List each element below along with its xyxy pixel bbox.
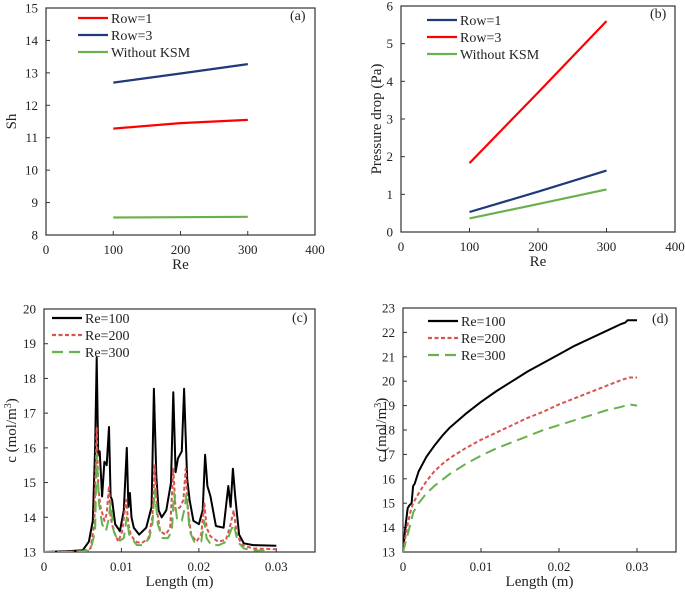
y-tick-label: 20 [382,374,395,389]
y-tick-label: 12 [25,98,38,113]
y-tick-label: 18 [23,371,36,386]
series-line-re-300 [403,403,638,552]
y-tick-label: 9 [32,195,39,210]
series-line-row-3 [113,63,248,84]
legend-label: Re=200 [85,329,129,344]
legend-label: Re=100 [461,315,505,330]
x-tick-label: 400 [665,239,685,254]
panel-label: (c) [292,311,308,326]
x-axis-title: Re [530,254,547,270]
y-tick-label: 13 [382,545,395,560]
panel-a: 8 9 10 11 12 13 14 15 0 100 200 300 400 Re Sh (a) Row=1 R… [4,1,325,274]
y-tick-label: 0 [387,225,394,240]
y-tick-label: 3 [387,112,394,127]
y-tick-label: 15 [23,475,36,490]
x-axis-title: Length (m) [506,574,574,590]
y-tick-label: 4 [387,74,394,89]
x-tick-label: 0.01 [470,559,493,574]
y-axis-title: Pressure drop (Pa) [369,64,385,175]
x-tick-label: 0.03 [626,559,649,574]
y-tick-label: 11 [25,130,38,145]
legend-label: Row=1 [111,12,152,27]
legend-label: Re=300 [85,346,129,361]
x-tick-label: 200 [528,239,548,254]
panel-c: 13 14 15 16 17 18 19 20 0 0.01 0.02 0.03 Length (m) c… [3,302,316,590]
x-tick-label: 100 [460,239,480,254]
legend-label: Without KSM [111,46,191,61]
series-line-without-ksm [469,188,607,220]
y-tick-label: 14 [382,520,396,535]
y-axis-title: Sh [4,113,20,129]
y-tick-label: 13 [23,545,36,560]
y-tick-label: 14 [23,510,37,525]
x-tick-label: 400 [305,242,325,257]
x-axis-title: Length (m) [146,574,214,590]
legend-label: Without KSM [460,48,540,63]
y-tick-label: 16 [382,471,396,486]
x-tick-label: 0 [398,239,405,254]
legend-label: Re=200 [461,332,505,347]
legend-label: Row=3 [111,29,152,44]
series-line-re-200 [403,376,637,552]
series-line-without-ksm [113,215,248,219]
x-tick-label: 0.03 [265,559,288,574]
y-tick-label: 13 [25,65,38,80]
plot-frame [43,308,316,553]
y-tick-label: 20 [23,302,36,317]
series-line-re-100 [44,356,277,552]
x-tick-label: 0 [41,559,48,574]
x-tick-label: 0.02 [548,559,571,574]
y-tick-label: 16 [23,440,37,455]
y-tick-label: 5 [387,36,394,51]
y-tick-label: 8 [32,228,39,243]
x-axis-title: Re [172,257,189,273]
series-line-re-200 [44,426,277,552]
y-axis-title: c (mol/m3) [3,398,20,463]
legend-label: Row=3 [460,31,501,46]
x-tick-label: 0.02 [187,559,210,574]
y-tick-label: 1 [387,187,394,202]
y-tick-label: 15 [25,1,38,16]
plot-frame [402,307,677,553]
y-tick-label: 15 [382,496,395,511]
panel-d: 13 14 15 16 17 18 19 20 21 22 23 0 0.01 0.02 0.03 Lengt… [373,301,677,590]
y-tick-label: 10 [25,163,38,178]
y-tick-label: 17 [23,406,37,421]
x-tick-label: 200 [171,242,191,257]
series-line-re-100 [403,319,637,552]
x-tick-label: 300 [597,239,617,254]
plot-frame [400,5,676,233]
y-tick-label: 2 [387,149,394,164]
y-tick-label: 14 [25,33,39,48]
series-line-row-3 [468,20,608,164]
plot-frame [45,7,316,236]
panel-label: (b) [650,7,667,22]
y-tick-label: 23 [382,301,395,316]
legend-label: Re=100 [85,312,129,327]
panel-b: 0 1 2 3 4 5 6 0 100 200 300 400 Re Pressure drop (Pa)… [369,0,685,270]
x-tick-label: 0 [43,242,50,257]
legend-label: Re=300 [461,349,505,364]
legend-label: Row=1 [460,14,501,29]
y-tick-label: 19 [382,398,395,413]
panel-label: (d) [652,312,669,327]
y-tick-label: 17 [382,447,396,462]
x-tick-label: 300 [238,242,258,257]
y-tick-label: 18 [382,423,395,438]
y-tick-label: 6 [387,0,394,14]
x-tick-label: 0 [400,559,407,574]
y-axis-title: c (mol/m3) [373,398,390,463]
series-line-row-1 [113,118,248,130]
y-tick-label: 19 [23,336,36,351]
panel-label: (a) [290,9,306,24]
series-line-re-300 [44,453,269,552]
y-tick-label: 22 [382,325,395,340]
series-line-row-1 [469,169,607,214]
y-tick-label: 21 [382,349,395,364]
x-tick-label: 100 [104,242,124,257]
x-tick-label: 0.01 [110,559,133,574]
